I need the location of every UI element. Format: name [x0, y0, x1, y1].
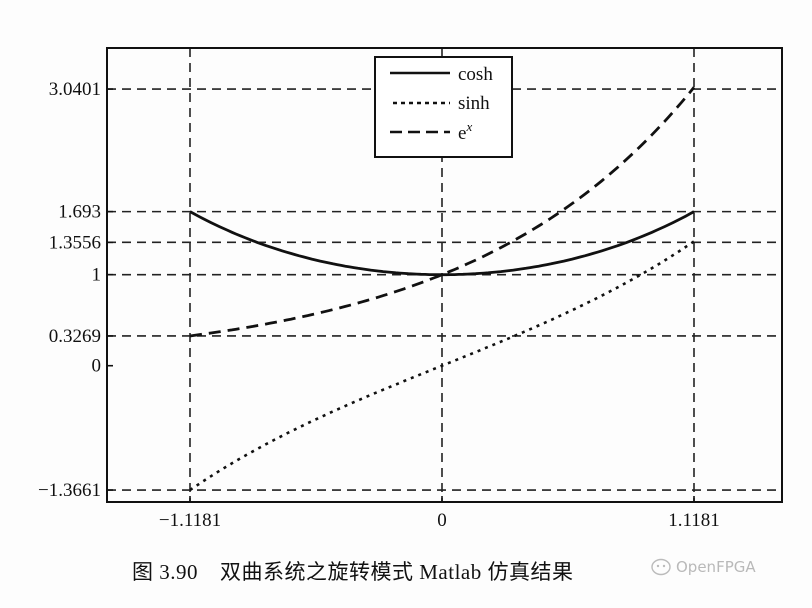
wechat-icon [651, 558, 671, 576]
y-tick-label: 0 [92, 356, 102, 377]
y-tick-label: 0.3269 [49, 326, 101, 347]
grid-lines [107, 48, 782, 502]
caption-text: 双曲系统之旋转模式 Matlab 仿真结果 [220, 560, 574, 584]
watermark-text: OpenFPGA [676, 558, 756, 576]
legend-label-ex: ex [458, 119, 472, 144]
x-tick-label: 0 [437, 510, 447, 531]
legend-label-sinh: sinh [458, 93, 490, 114]
y-tick-label: −1.3661 [38, 480, 101, 501]
x-tick-label: −1.1181 [159, 510, 221, 531]
y-tick-label: 1 [92, 265, 102, 286]
figure-number: 图 3.90 [132, 560, 198, 584]
curve-ex [189, 86, 696, 338]
figure-caption: 图 3.90 双曲系统之旋转模式 Matlab 仿真结果 [132, 556, 573, 586]
y-tick-label: 1.3556 [49, 232, 101, 253]
legend: cosh sinh ex [374, 56, 513, 158]
y-tick-label: 1.693 [58, 202, 101, 223]
x-tick-label: 1.1181 [668, 510, 720, 531]
legend-label-cosh: cosh [458, 64, 493, 85]
curve-sinh [189, 240, 695, 492]
y-axis-ticks: 3.0401 1.693 1.3556 1 0.3269 0 −1.3661 [38, 79, 113, 501]
watermark: OpenFPGA [650, 558, 756, 576]
curve-cosh [189, 210, 695, 277]
x-axis-ticks: −1.1181 0 1.1181 [159, 496, 720, 531]
curves [189, 86, 696, 492]
y-tick-label: 3.0401 [49, 79, 101, 100]
